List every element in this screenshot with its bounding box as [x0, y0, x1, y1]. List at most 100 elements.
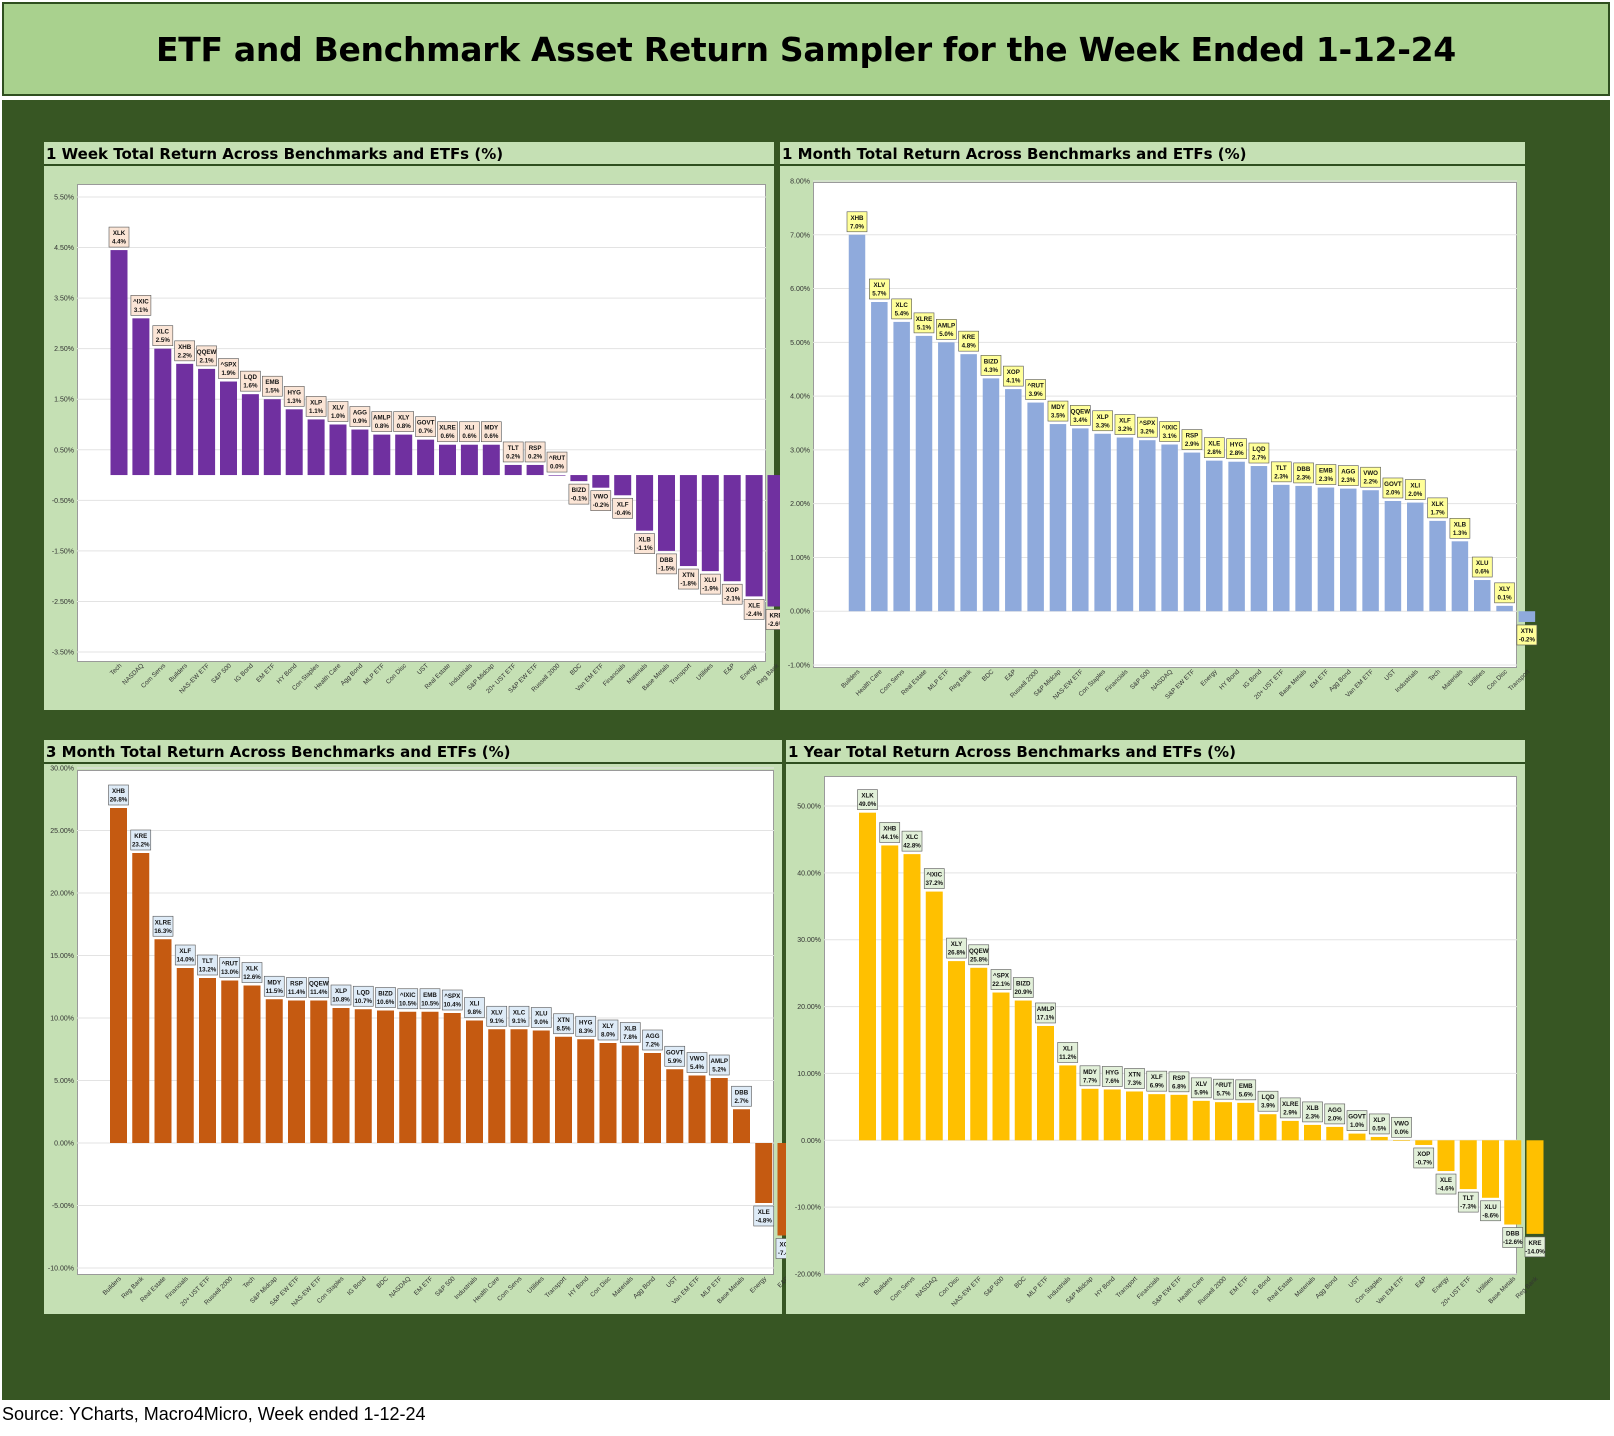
- data-label-value: 1.7%: [1431, 509, 1446, 516]
- bar-qqew: [198, 368, 216, 476]
- data-label-bizd: BIZD -0.1%: [568, 483, 590, 505]
- data-label-ticker: HYG: [1230, 442, 1244, 449]
- data-label-value: 2.3%: [1274, 473, 1289, 480]
- bar-xlk: [243, 985, 261, 1143]
- bar-govt: [666, 1069, 684, 1143]
- bar-tlt: [199, 978, 216, 1143]
- bar-xlf: [614, 475, 632, 496]
- bar-xlb: [1451, 541, 1469, 612]
- data-label-box: [1494, 582, 1515, 604]
- data-label-value: 16.3%: [154, 928, 172, 935]
- data-label-vwo: VWO 0.0%: [1391, 1116, 1412, 1138]
- bar-hyg: [1103, 1089, 1121, 1141]
- data-label-value: 0.0%: [1394, 1129, 1409, 1136]
- data-label-ticker: VWO: [690, 1056, 705, 1063]
- data-label-value: 5.7%: [1216, 1091, 1231, 1098]
- x-tick-label: Con Disc: [385, 662, 409, 686]
- x-tick-label: Transport: [1507, 668, 1531, 692]
- bar-xli: [466, 1020, 483, 1143]
- data-label-box: [1181, 429, 1203, 450]
- data-label-value: 5.7%: [872, 291, 887, 298]
- data-label-value: 2.0%: [1408, 491, 1423, 498]
- data-label-ticker: DBB: [1506, 1231, 1520, 1238]
- data-label-value: 7.8%: [623, 1034, 638, 1041]
- chart-svg-1: 8.00% 7.00% 6.00% 5.00% 4.00% 3.00% 2.00% 1.00%…: [788, 179, 1538, 701]
- data-label-value: 8.0%: [601, 1032, 616, 1039]
- bar-tlt: [1459, 1140, 1477, 1190]
- data-label-value: -2.6%: [768, 621, 785, 628]
- x-tick-label: Energy: [749, 1275, 769, 1295]
- y-tick-label: 5.00%: [790, 340, 810, 347]
- data-label-value: 4.4%: [112, 239, 127, 246]
- bar-rsp: [1183, 452, 1201, 612]
- data-label-box: [196, 345, 217, 367]
- bar-xlu: [532, 1030, 550, 1143]
- data-label-box: [1480, 1200, 1501, 1222]
- bar-xlk: [110, 250, 128, 476]
- data-label-ticker: XLV: [332, 405, 344, 412]
- data-label-ticker: XLF: [617, 501, 629, 508]
- data-label-value: 0.6%: [1475, 569, 1490, 576]
- bar-xlp: [332, 1008, 350, 1143]
- data-label-box: [1203, 437, 1225, 458]
- bar-rsp: [288, 1000, 305, 1143]
- data-label-ticker: XHB: [178, 344, 192, 351]
- y-tick-label: 20.00%: [797, 1004, 821, 1011]
- x-tick-label: Transport: [544, 1275, 568, 1299]
- data-label-ticker: RSP: [1173, 1075, 1186, 1082]
- data-label-box: [980, 355, 1002, 376]
- data-label-value: 37.2%: [925, 880, 943, 887]
- data-label-value: 0.1%: [1498, 594, 1513, 601]
- data-label-box: [108, 226, 130, 248]
- bar-vwo: [592, 475, 610, 488]
- data-label-box: [1025, 379, 1046, 400]
- data-label-kre: KRE 23.2%: [130, 829, 152, 851]
- bar-xlc: [510, 1029, 528, 1143]
- data-label-ticker: XLRE: [439, 425, 456, 432]
- data-label-value: 14.0%: [176, 957, 194, 964]
- data-label-value: 6.9%: [1150, 1083, 1165, 1090]
- data-label-ticker: XTN: [1128, 1071, 1141, 1078]
- bar-xlb: [621, 1045, 639, 1143]
- data-label-ticker: KRE: [962, 334, 975, 341]
- source-note: Source: YCharts, Macro4Micro, Week ended…: [2, 1404, 426, 1424]
- data-label-ticker: XLE: [1440, 1177, 1452, 1184]
- data-label-box: [263, 975, 285, 997]
- data-label-ticker: BIZD: [984, 358, 999, 365]
- data-label-box: [546, 451, 568, 473]
- data-label-xop: XOP -2.1%: [721, 583, 743, 605]
- bar-xlf: [1148, 1094, 1166, 1141]
- x-tick-label: Financials: [1104, 668, 1129, 693]
- x-tick-label: HY Bond: [1094, 1275, 1117, 1298]
- x-tick-label: Builders: [168, 662, 189, 683]
- bar-xlb: [636, 475, 654, 531]
- data-label-box: [530, 1007, 552, 1028]
- data-label-xlf: XLF 14.0%: [174, 944, 196, 966]
- data-label-ticker: XHB: [883, 825, 897, 832]
- data-label-value: -4.8%: [756, 1218, 773, 1225]
- data-label-amlp: AMLP 5.0%: [936, 319, 957, 340]
- data-label-value: 1.9%: [221, 370, 236, 377]
- data-label-ticker: AMLP: [1037, 1006, 1055, 1013]
- chart-svg-0: 5.50% 4.50% 3.50% 2.50% 1.50% 0.50% -0.50% -1.5…: [52, 195, 787, 695]
- y-tick-label: 50.00%: [797, 804, 821, 811]
- data-label-box: [441, 989, 463, 1011]
- data-label-ticker: ^SPX: [444, 993, 461, 1000]
- data-label-box: [1047, 400, 1069, 422]
- data-label-xly: XLY 8.0%: [597, 1019, 619, 1041]
- data-label-ticker: VWO: [1363, 470, 1378, 477]
- data-label-ticker: XLRE: [155, 919, 172, 926]
- data-label-value: 10.8%: [332, 997, 350, 1004]
- bar-spx: [220, 381, 237, 476]
- data-label-box: [1136, 416, 1158, 438]
- data-label-xlb: XLB-1.1%: [634, 533, 655, 554]
- x-tick-label: E&P: [1414, 1275, 1428, 1289]
